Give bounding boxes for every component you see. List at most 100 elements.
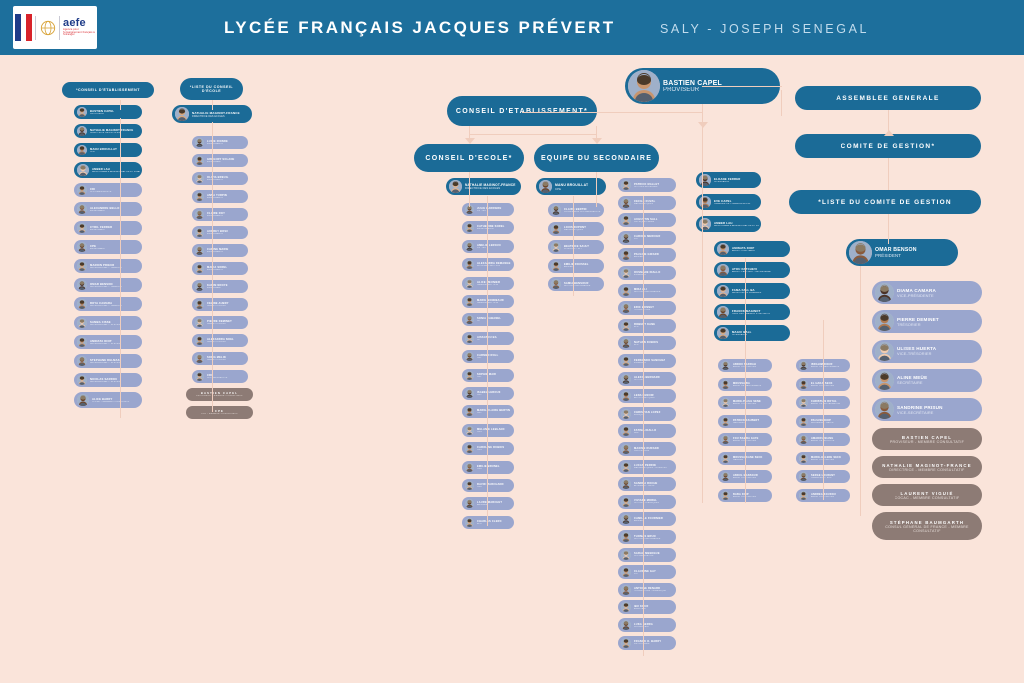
box-conseil-etablissement[interactable]: CONSEIL D'ÉTABLISSEMENT* <box>447 96 597 126</box>
list-item-equipe-secondaire[interactable]: SARAH MBENGUEDOCUMENTATION <box>618 547 676 562</box>
box-assemblee-generale[interactable]: ASSEMBLÉE GÉNÉRALE <box>795 86 981 110</box>
node-directrice-ecole[interactable]: NATHALIE MAGINOT-FRANCE DIRECTRICE DES ÉC… <box>172 105 252 123</box>
list-item-equipe-secondaire[interactable]: CHRISTIAN LOPEZ MUSIQUE <box>618 406 676 421</box>
list-item-equipe-ecole[interactable]: JULIE BARRIÈRE PS - MS <box>462 203 514 216</box>
list-item-equipe-secondaire[interactable]: ALEXIS BERNARD LETTRES <box>618 371 676 386</box>
list-item-conseil-ecole[interactable]: SOFIA MELIN PARENT D'ÉLÈVE <box>192 352 248 365</box>
list-item-equipe-secondaire[interactable]: PAULINE GIRARD ANGLAIS <box>618 248 676 263</box>
list-item-equipe-ecole[interactable]: MÉLANIE LEBLANC CM1 <box>462 423 514 437</box>
list-item-conseil-ecole[interactable]: LUCIE RIONDE ENSEIGNANTE <box>192 136 248 149</box>
list-item-equipe-secondaire[interactable]: NATHAN DUBOIS EPS <box>618 336 676 351</box>
list-item-equipe-secondaire[interactable]: AUGUSTIN SALL PHYSIQUE-CHIMIE <box>618 213 676 228</box>
list-item-equipe-secondaire[interactable]: CLAUDINE GAY SVT <box>618 565 676 580</box>
box-comite-gestion[interactable]: COMITÉ DE GESTION* <box>795 134 981 158</box>
list-item-equipe-secondaire[interactable]: OUSMANE DIALLO ESPAGNOL <box>618 266 676 280</box>
list-item-equipe-ecole[interactable]: CAROLINE DUBOIS CM1 <box>462 442 514 456</box>
list-item-conseil-etablissement[interactable]: CDI DOCUMENTALISTE <box>74 183 142 197</box>
box-equipe-secondaire[interactable]: EQUIPE DU SECONDAIRE <box>534 144 659 172</box>
list-item-conseil-etablissement[interactable]: CYRIL FERRER ENSEIGNANT <box>74 221 142 235</box>
list-item-conseil-etablissement[interactable]: OMAR BENSON REPRÉSENTANT - PARENTS <box>74 278 142 292</box>
list-item-conseil-etablissement[interactable]: ALEXANDRE BELLO ENSEIGNANT <box>74 202 142 216</box>
list-item-equipe-secondaire[interactable]: CAMILLE FOURNIER ANGLAIS <box>618 512 676 527</box>
list-item-conseil-etablissement[interactable]: CPE ENSEIGNANT <box>74 240 142 254</box>
list-item-conseil-etablissement[interactable]: SAMBA CISSÉ REPRÉSENTANT - ÉLÈVES <box>74 316 142 330</box>
list-item-equipe-secondaire[interactable]: IBU KOUR ASSISTANT <box>618 600 676 615</box>
list-item-administration[interactable]: AMBER LAH RESPONSABLE ADMINISTRATIVE ET F… <box>696 216 761 232</box>
list-item-equipe-secondaire[interactable]: MAXIME DURAND PHILOSOPHIE <box>618 442 676 456</box>
list-item-conseil-ecole[interactable]: PIERRE DEMINET PARENT D'ÉLÈVE <box>192 316 248 329</box>
list-item-equipe-secondaire[interactable]: FRANCK O. BARRY VIE SCOLAIRE <box>618 635 676 650</box>
box-conseil-etablissement-list[interactable]: *CONSEIL D'ÉTABLISSEMENT <box>62 82 154 98</box>
list-item-administration[interactable]: EVE CAPEL CHARGÉE DE COMMUNICATION <box>696 194 761 210</box>
list-item-equipe-ecole[interactable]: ALICE MEUNIER GRANDE SECTION <box>462 276 514 290</box>
list-item-conseil-etablissement[interactable]: NATHALIE MAGINOT-FRANCE DIRECTRICE DES ÉC… <box>74 124 142 138</box>
list-item-equipe-secondaire[interactable]: ANTOINE RENARD TECHNOLOGIE - NUMÉRIQUE <box>618 582 676 597</box>
list-item-equipe-secondaire[interactable]: PATRICK MALLET LETTRES MODERNES <box>618 178 676 192</box>
list-item-equipe-secondaire[interactable]: LUKA SERRA SURVEILLANT <box>618 618 676 632</box>
list-item-conseil-ecole[interactable]: CÉLINE AUBRY PARENT D'ÉLÈVE <box>192 298 248 311</box>
list-item-equipe-ecole[interactable]: ISABEL LEROUX CE2 <box>462 387 514 400</box>
list-item-equipe-ecole[interactable]: SONIA CABANEL CP <box>462 313 514 327</box>
list-item-conseil-ecole[interactable]: CLAIRE ROY ENSEIGNANTE <box>192 208 248 221</box>
list-item-equipe-ecole[interactable]: AISSATOU BA CP <box>462 331 514 345</box>
list-item-conseil-etablissement[interactable]: MANU BROUILLAT CPE <box>74 143 142 157</box>
list-item-administration[interactable]: ELOANE FERRER INTENDANCE <box>696 172 761 188</box>
list-item-conseil-ecole[interactable]: CARINE MARIE ENSEIGNANTE <box>192 244 248 257</box>
list-item-secondaire-leader[interactable]: CLAIRE BERTIN PROFESSEUR DOCUMENTALISTE <box>548 203 604 217</box>
list-item-comite-consultatif[interactable]: STÉPHANE BAUMGARTH CONSUL GÉNÉRAL DE FRAN… <box>872 512 982 540</box>
list-item-conseil-etablissement[interactable]: BASTIEN CAPEL PROVISEUR <box>74 105 142 119</box>
box-liste-comite-gestion[interactable]: *LISTE DU COMITÉ DE GESTION <box>789 190 981 214</box>
list-item-conseil-ecole[interactable]: CPE CPE - MEMBRE CONSULTATIF <box>186 406 253 419</box>
list-item-conseil-ecole[interactable]: OLIVIA BREUIL ENSEIGNANTE <box>192 172 248 185</box>
list-item-equipe-ecole[interactable]: CATHERINE SOREL ENSEIGNANTE <box>462 221 514 235</box>
list-item-conseil-ecole[interactable]: GRÉGORY SOLANE ENSEIGNANT <box>192 154 248 167</box>
node-cpe[interactable]: MANU BROUILLAT CPE <box>536 178 606 195</box>
list-item-conseil-ecole[interactable]: KARIM NDOYE ENSEIGNANT <box>192 280 248 293</box>
list-item-equipe-secondaire[interactable]: LUCAS PERRIN MATHÉMATIQUES - SCIENCES <box>618 459 676 474</box>
list-item-equipe-ecole[interactable]: ALEXANDRA DEMANGE MOYENNE SECTION <box>462 258 514 272</box>
list-item-equipe-secondaire[interactable]: CÉCILE DUVALMATHÉMATIQUES <box>618 195 676 210</box>
list-item-equipe-secondaire[interactable]: MIRA ALI HISTOIRE-GÉOGRAPHIE <box>618 283 676 298</box>
list-item-conseil-etablissement[interactable]: AMINATA DIOP REPRÉSENTANT - ÉLÈVES <box>74 335 142 349</box>
list-item-comite-consultatif[interactable]: LAURENT VIGUIÉ COCAC - MEMBRE CONSULTATIF <box>872 484 982 506</box>
list-item-conseil-ecole[interactable]: ANNA TURPIN ENSEIGNANTE <box>192 190 248 203</box>
list-item-conseil-etablissement[interactable]: NICOLAS SARROU REPRÉSENTANT - ÉLÈVES <box>74 373 142 387</box>
list-item-equipe-ecole[interactable]: DAVID MARCHAND CM2 <box>462 479 514 492</box>
list-item-equipe-ecole[interactable]: SOPHIE MARI CE1 <box>462 368 514 382</box>
list-item-equipe-secondaire[interactable]: ROBERT KANE EPS <box>618 318 676 333</box>
list-item-comite-gestion[interactable]: SANDRINE PRISUN VICE-SECRÉTAIRE <box>872 398 982 422</box>
list-item-equipe-ecole[interactable]: ÉMILIE BRUNEL CM2 <box>462 460 514 474</box>
list-item-conseil-etablissement[interactable]: ROYA CAMARA REPRÉSENTANT - PARENTS <box>74 297 142 311</box>
list-item-support-right[interactable]: SERGE LAURENT CHAUFFEUR - BUS <box>796 470 850 483</box>
box-conseil-ecole-list[interactable]: *LISTE DU CONSEIL D'ÉCOLE <box>180 78 243 100</box>
list-item-equipe-secondaire[interactable]: THOMAS BRUN HISTOIRE-GÉOGRAPHIE <box>618 530 676 544</box>
list-item-conseil-ecole[interactable]: CDI DOCUMENTALISTE <box>192 370 248 383</box>
list-item-conseil-etablissement[interactable]: ALICE BARRY COCAC - MEMBRE CONSULTATIF <box>74 392 142 408</box>
list-item-equipe-secondaire[interactable]: FERNANDO SANCHEZ ESPAGNOL <box>618 354 676 368</box>
list-item-conseil-ecole[interactable]: ALEXANDRA NOËL PARENT D'ÉLÈVE <box>192 334 248 347</box>
list-item-equipe-ecole[interactable]: CARMEN ROLL CE1 <box>462 350 514 364</box>
list-item-conseil-ecole[interactable]: MARIA SOREL ENSEIGNANTE <box>192 262 248 275</box>
list-item-secondaire-leader[interactable]: ÉMILIE ROUSSEL ANGLAIS <box>548 258 604 273</box>
list-item-comite-consultatif[interactable]: BASTIEN CAPEL PROVISEUR - MEMBRE CONSULTA… <box>872 428 982 450</box>
list-item-conseil-etablissement[interactable]: MARION PRIEUR REPRÉSENTANT - PARENTS <box>74 259 142 273</box>
list-item-administration-sub[interactable]: MAGUI BALL INTENDANCE <box>714 325 790 341</box>
list-item-equipe-ecole[interactable]: MARIE BONNEAUD GRANDE SECTION <box>462 295 514 308</box>
list-item-equipe-ecole[interactable]: CHARLES CLERC EPS <box>462 515 514 529</box>
node-directrice[interactable]: NATHALIE MAGINOT-FRANCE DIRECTRICE DES ÉC… <box>446 178 521 195</box>
list-item-administration-sub[interactable]: AMINATA DIOP AGENT COMPTABLE <box>714 241 790 257</box>
list-item-equipe-ecole[interactable]: LAURE MARCHET ANGLAIS <box>462 497 514 511</box>
node-president[interactable]: OMAR BENSON PRÉSIDENT <box>846 239 958 266</box>
list-item-equipe-ecole[interactable]: MARIE-CLAIRE BERTIN CE2 <box>462 405 514 419</box>
list-item-secondaire-leader[interactable]: SAMIA BENSOUR HISTOIRE-GÉOGRAPHIE <box>548 277 604 291</box>
list-item-equipe-secondaire[interactable]: LÉNA LENOIR ARTS PLASTIQUES <box>618 389 676 404</box>
list-item-comite-consultatif[interactable]: NATHALIE MAGINOT-FRANCE DIRECTRICE - MEMB… <box>872 456 982 478</box>
list-item-secondaire-leader[interactable]: BEATRICE SAULT SCIENCES - SVT <box>548 240 604 254</box>
list-item-comite-gestion[interactable]: DIAMA CAMARA VICE-PRÉSIDENTE <box>872 281 982 304</box>
list-item-conseil-etablissement[interactable]: STÉPHANE DELMAS REPRÉSENTANT - ÉLÈVES <box>74 354 142 368</box>
list-item-comite-gestion[interactable]: ALINE MEÜE SECRÉTAIRE <box>872 368 982 392</box>
list-item-administration-sub[interactable]: ATOU DATCHEVI AGENT D'ACCUEIL - SECRÉTARI… <box>714 262 790 278</box>
list-item-conseil-ecole[interactable]: BASTIEN CAPEL PROVISEUR - MEMBRE CONSULTA… <box>186 388 253 401</box>
list-item-administration-sub[interactable]: FRANCK MAGINOT CHEF DES TRAVAUX & SÉCURIT… <box>714 304 790 320</box>
